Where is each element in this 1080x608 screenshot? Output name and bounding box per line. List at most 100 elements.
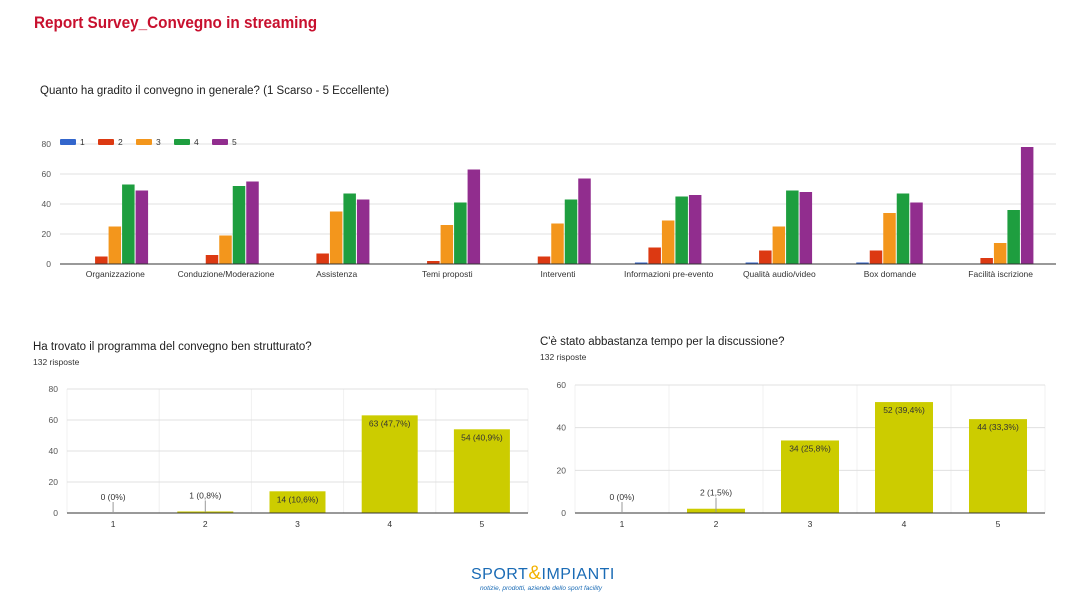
program-structure-bar-chart: 0 20 40 60 80 0 (0%) 1 1 (0,8%) 2 14 (10,6%) 3 63 (…	[49, 384, 529, 528]
data-label: 34 (25,8%)	[789, 443, 831, 453]
logo-tagline: notizie, prodotti, aziende dello sport f…	[479, 585, 603, 592]
bar-4	[454, 202, 467, 264]
bar-4	[564, 199, 578, 264]
bar-3	[219, 235, 232, 264]
legend-swatch-4	[174, 139, 190, 145]
chart3-response-count: 132 risposte	[540, 352, 587, 362]
bar-3	[661, 220, 675, 264]
bar-2	[980, 258, 993, 264]
x-category-label: 2	[203, 519, 208, 528]
bar-5	[453, 429, 510, 513]
chart2-response-count: 132 risposte	[33, 357, 80, 367]
bar-3	[883, 213, 896, 264]
data-label: 44 (33,3%)	[977, 422, 1019, 432]
y-tick-label: 0	[46, 259, 51, 269]
data-label: 0 (0%)	[101, 492, 126, 502]
bar-5	[688, 195, 702, 264]
legend-label: 5	[232, 137, 237, 147]
x-category-label: 2	[714, 519, 719, 529]
bar-2	[759, 250, 772, 264]
y-tick-label: 80	[42, 139, 52, 149]
data-label: 0 (0%)	[609, 492, 634, 502]
chart2-question: Ha trovato il programma del convegno ben…	[33, 341, 312, 353]
bar-2	[869, 250, 883, 264]
bar-2	[177, 511, 234, 513]
bar-2	[205, 255, 219, 264]
data-label: 52 (39,4%)	[883, 405, 925, 415]
x-category-label: 1	[111, 519, 116, 528]
bar-4	[232, 186, 246, 264]
y-tick-label: 60	[557, 380, 567, 390]
logo-sport: SPORT	[471, 566, 529, 583]
bar-3	[440, 225, 454, 264]
legend-label: 4	[194, 137, 199, 147]
bar-3	[781, 440, 839, 513]
y-tick-label: 40	[557, 423, 567, 433]
bar-3	[551, 223, 564, 264]
x-category-label: Organizzazione	[86, 269, 145, 279]
y-tick-label: 40	[49, 446, 59, 456]
x-category-label: Informazioni pre-evento	[624, 269, 714, 279]
x-category-label: Interventi	[541, 269, 576, 279]
bar-3	[269, 491, 326, 513]
bar-5	[135, 190, 149, 264]
bar-1	[856, 262, 869, 264]
x-category-label: 4	[902, 519, 907, 529]
report-title: Report Survey_Convegno in streaming	[34, 13, 318, 32]
bar-1	[745, 262, 759, 264]
data-label: 14 (10,6%)	[277, 494, 319, 504]
y-tick-label: 0	[53, 508, 58, 518]
data-label: 63 (47,7%)	[369, 418, 411, 428]
logo-wordmark: SPORT&IMPIANTI	[471, 564, 614, 584]
bar-5	[1020, 147, 1034, 264]
sport-impianti-logo: SPORT&IMPIANTI notizie, prodotti, aziend…	[471, 564, 614, 592]
x-category-label: Facilità iscrizione	[968, 269, 1033, 279]
discussion-time-bar-chart: 0 20 40 60 0 (0%) 1 2 (1,5%) 2 34 (25,8%) 3 52 (39…	[557, 380, 1046, 529]
bar-5	[910, 202, 923, 264]
logo-impianti: IMPIANTI	[541, 566, 615, 583]
x-category-label: Qualità audio/video	[743, 269, 816, 279]
legend-swatch-2	[98, 139, 114, 145]
legend-label: 3	[156, 137, 161, 147]
x-category-label: 5	[996, 519, 1001, 529]
bar-5	[467, 169, 481, 264]
x-category-label: 1	[620, 519, 625, 529]
legend-swatch-1	[60, 139, 76, 145]
y-tick-label: 80	[49, 384, 59, 394]
x-category-label: 4	[387, 519, 392, 528]
y-tick-label: 60	[42, 169, 52, 179]
bar-3	[329, 211, 343, 264]
bar-1	[634, 262, 648, 264]
grouped-bar-chart: 0 20 40 60 80 Organizzazione Conduzione/Modera…	[42, 137, 1056, 279]
bar-4	[1007, 210, 1020, 264]
y-tick-label: 20	[49, 477, 59, 487]
legend-swatch-3	[136, 139, 152, 145]
x-category-label: Temi proposti	[422, 269, 473, 279]
bar-4	[343, 193, 356, 264]
y-tick-label: 40	[42, 199, 52, 209]
data-label: 1 (0,8%)	[189, 490, 221, 500]
bar-5	[799, 192, 813, 264]
bar-4	[896, 193, 910, 264]
x-category-label: Conduzione/Moderazione	[178, 269, 275, 279]
data-label: 54 (40,9%)	[461, 432, 503, 442]
bar-3	[108, 226, 122, 264]
legend-label: 1	[80, 137, 85, 147]
bar-4	[786, 190, 799, 264]
chart1-question: Quanto ha gradito il convegno in general…	[40, 85, 390, 97]
x-category-label: Assistenza	[316, 269, 357, 279]
bar-3	[772, 226, 786, 264]
y-tick-label: 20	[42, 229, 52, 239]
chart3-question: C'è stato abbastanza tempo per la discus…	[540, 336, 785, 348]
x-category-label: 5	[480, 519, 485, 528]
data-label: 2 (1,5%)	[700, 488, 732, 498]
bar-4	[875, 402, 933, 513]
bar-5	[969, 419, 1027, 513]
y-tick-label: 60	[49, 415, 59, 425]
bar-2	[537, 256, 551, 264]
bar-3	[993, 243, 1007, 264]
bar-4	[122, 184, 135, 264]
bar-2	[95, 256, 108, 264]
bar-2	[648, 247, 661, 264]
bar-5	[246, 181, 259, 264]
